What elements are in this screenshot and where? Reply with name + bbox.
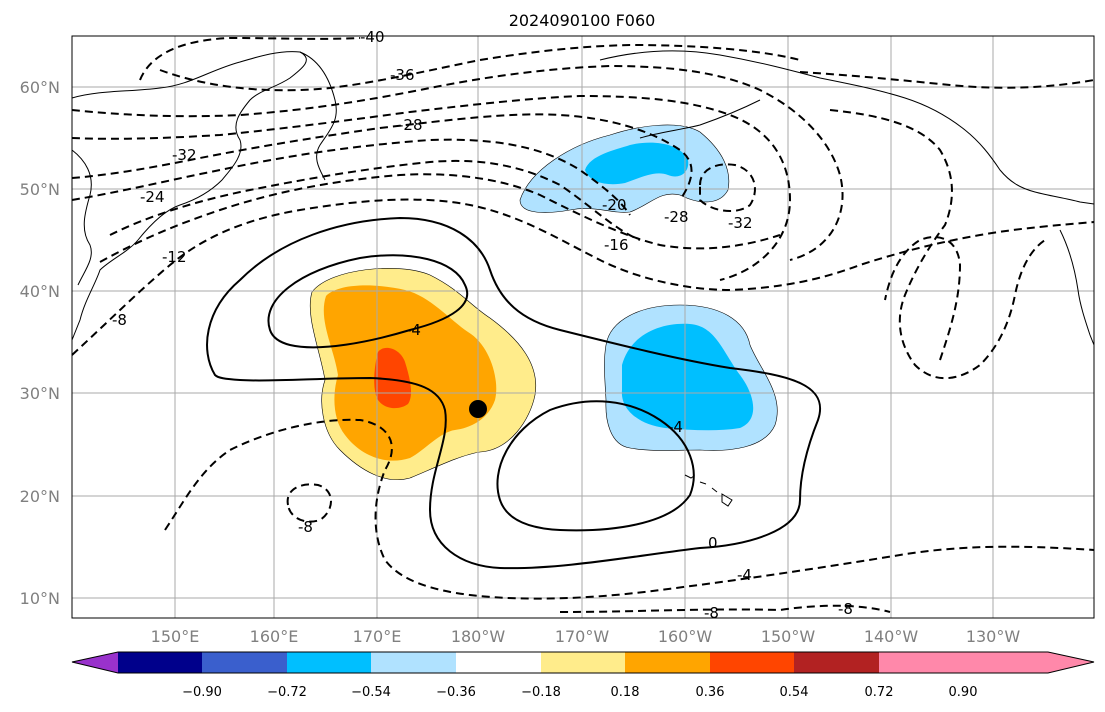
contour-label: -28 — [664, 208, 689, 226]
colorbar-bin — [456, 652, 541, 673]
colorbar-extend-right — [963, 652, 1094, 673]
contour-label: -16 — [604, 236, 629, 254]
colorbar-tick: 0.54 — [780, 685, 809, 700]
contour-dashed-16 — [109, 159, 641, 241]
longitude-labels: 150°E 160°E 170°E 180°W 170°W 160°W 150°… — [151, 627, 1021, 646]
contour-dashed-36 — [159, 43, 801, 92]
contour-dashed-east-c — [884, 236, 962, 361]
colorbar-bin — [371, 652, 456, 673]
contour-label: -4 — [737, 566, 752, 584]
contour-label: -12 — [162, 248, 187, 266]
contour-dashed-24 — [71, 113, 693, 201]
lon-label: 140°W — [864, 627, 919, 646]
lat-label: 20°N — [20, 487, 60, 506]
coastline-hawaii — [684, 474, 733, 507]
lat-label: 30°N — [20, 384, 60, 403]
contour-dashed-12 — [99, 173, 781, 263]
lat-label: 60°N — [20, 78, 60, 97]
contour-dashed-20 — [71, 138, 631, 216]
colorbar-tick: −0.72 — [267, 685, 307, 700]
colorbar-bin — [794, 652, 879, 673]
lat-label: 40°N — [20, 282, 60, 301]
colorbar-tick: −0.36 — [436, 685, 476, 700]
lat-label: 10°N — [20, 589, 60, 608]
contour-labels: -40 -36 -28 -32 -24 -12 -8 -20 -16 -28 -… — [112, 28, 853, 622]
positive-anomaly-054 — [323, 285, 497, 461]
colorbar-tick: 0.72 — [865, 685, 894, 700]
lon-label: 150°E — [151, 627, 200, 646]
coastline-alaska-peninsula — [639, 99, 761, 139]
contour-label: -20 — [602, 196, 627, 214]
contour-dashed-8-bottom — [559, 604, 891, 613]
coastline-japan — [71, 149, 92, 286]
lon-label: 180°W — [451, 627, 506, 646]
colorbar-tick: −0.18 — [521, 685, 561, 700]
colorbar-bin — [202, 652, 287, 673]
contour-dashed-28 — [71, 94, 792, 281]
contour-dashed-8-small — [286, 483, 332, 523]
graticule — [72, 36, 1094, 618]
contours — [71, 36, 1095, 613]
contour-label: -8 — [704, 604, 719, 622]
colorbar: −0.90 −0.72 −0.54 −0.36 −0.18 0.18 0.36 … — [71, 651, 1095, 700]
colorbar-bin — [541, 652, 625, 673]
contour-label: -8 — [838, 600, 853, 618]
colorbar-tick: 0.90 — [949, 685, 978, 700]
lon-label: 130°W — [966, 627, 1021, 646]
contour-label: -32 — [172, 146, 197, 164]
contour-label: -8 — [112, 311, 127, 329]
shaded-fields — [309, 124, 778, 480]
lat-label: 50°N — [20, 180, 60, 199]
colorbar-extend-left — [72, 652, 118, 673]
contour-label: -28 — [398, 116, 423, 134]
contour-dashed-east-b — [829, 109, 1046, 380]
contour-dashed-8-a — [71, 198, 1095, 356]
colorbar-tick: −0.54 — [351, 685, 391, 700]
contour-label: -36 — [390, 66, 415, 84]
contour-label: -4 — [668, 418, 683, 436]
contour-solid-4-inner — [267, 254, 468, 349]
contour-label: -32 — [728, 214, 753, 232]
coastline-asia — [71, 51, 307, 341]
contour-dashed-8-south — [164, 418, 1095, 600]
lon-label: 150°W — [761, 627, 816, 646]
lon-label: 160°W — [658, 627, 713, 646]
center-marker — [469, 400, 487, 418]
lon-label: 170°E — [353, 627, 402, 646]
contour-solid-4-west — [206, 216, 821, 570]
latitude-labels: 60°N 50°N 40°N 30°N 20°N 10°N — [20, 78, 60, 608]
colorbar-ticks: −0.90 −0.72 −0.54 −0.36 −0.18 0.18 0.36 … — [182, 685, 977, 700]
lon-label: 160°E — [250, 627, 299, 646]
colorbar-tick: 0.18 — [611, 685, 640, 700]
colorbar-tick: −0.90 — [182, 685, 222, 700]
contour-label: -8 — [298, 518, 313, 536]
coastlines — [71, 50, 1095, 507]
contour-label: 0 — [708, 534, 718, 552]
colorbar-bin — [287, 652, 371, 673]
map-title: 2024090100 F060 — [509, 11, 656, 30]
contour-label: -24 — [140, 188, 165, 206]
contour-label: -4 — [406, 321, 421, 339]
contour-solid-4-east — [496, 400, 695, 532]
coastline-alaska — [599, 50, 1095, 205]
negative-anomaly-north-054 — [585, 142, 689, 185]
colorbar-bin — [879, 652, 963, 673]
map-panel: -40 -36 -28 -32 -24 -12 -8 -20 -16 -28 -… — [71, 28, 1095, 622]
colorbar-bin — [625, 652, 710, 673]
map-frame — [71, 35, 1095, 619]
coastline-north-america — [1059, 229, 1095, 346]
colorbar-bin — [118, 652, 202, 673]
contour-dashed-east-a — [799, 71, 1095, 89]
contour-dashed-40 — [139, 36, 361, 81]
contour-label: -40 — [360, 28, 385, 46]
coastline-kamchatka — [299, 51, 337, 181]
colorbar-outline — [71, 651, 1095, 674]
lon-label: 170°W — [555, 627, 610, 646]
colorbar-bin — [710, 652, 794, 673]
colorbar-tick: 0.36 — [696, 685, 725, 700]
negative-anomaly-east-054 — [621, 323, 754, 431]
